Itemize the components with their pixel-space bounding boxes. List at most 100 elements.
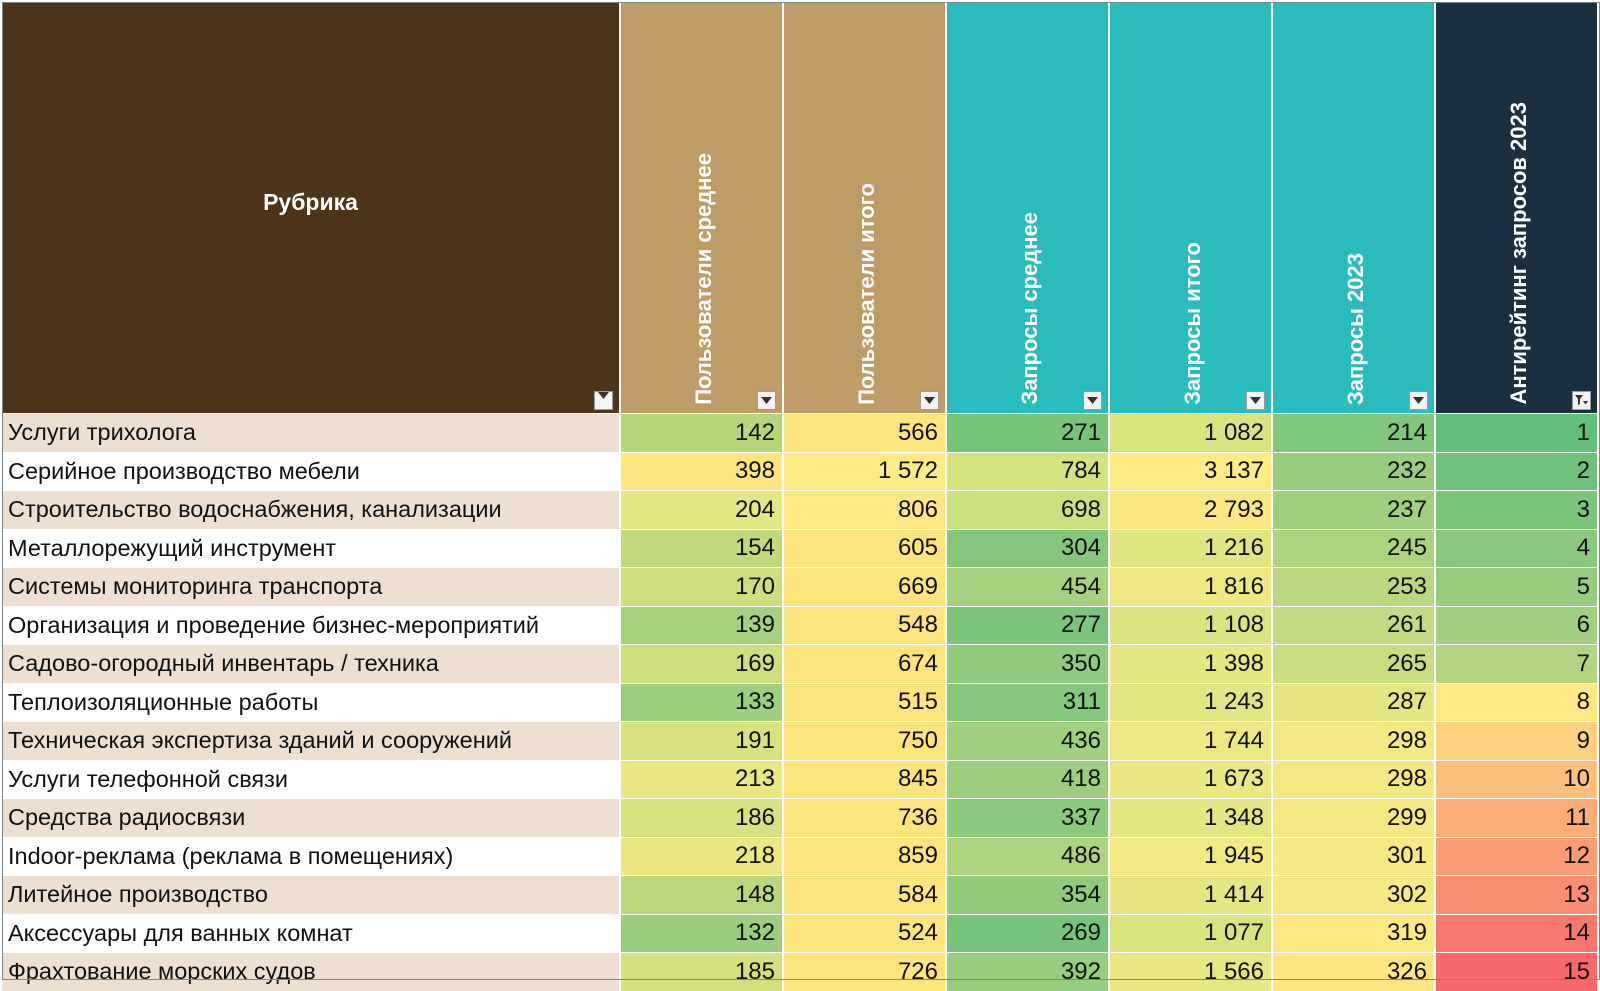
value-cell[interactable]: 2 [1435,451,1599,491]
filter-dropdown-button[interactable] [594,391,613,410]
value-cell[interactable]: 784 [946,451,1110,491]
value-cell[interactable]: 11 [1435,798,1599,837]
value-cell[interactable]: 548 [783,605,947,645]
value-cell[interactable]: 669 [783,567,947,606]
rubric-cell[interactable]: Средства радиосвязи [2,798,621,837]
value-cell[interactable]: 213 [620,759,784,799]
value-cell[interactable]: 154 [620,528,784,568]
value-cell[interactable]: 6 [1435,605,1599,645]
value-cell[interactable]: 1 572 [783,451,947,491]
value-cell[interactable]: 185 [620,952,784,991]
value-cell[interactable]: 1 398 [1109,644,1273,683]
value-cell[interactable]: 204 [620,490,784,529]
value-cell[interactable]: 1 348 [1109,798,1273,837]
rubric-cell[interactable]: Организация и проведение бизнес-мероприя… [2,605,621,645]
value-cell[interactable]: 214 [1272,413,1436,452]
value-cell[interactable]: 5 [1435,567,1599,606]
value-cell[interactable]: 3 [1435,490,1599,529]
value-cell[interactable]: 3 137 [1109,451,1273,491]
value-cell[interactable]: 750 [783,721,947,760]
value-cell[interactable]: 169 [620,644,784,683]
value-cell[interactable]: 245 [1272,528,1436,568]
value-cell[interactable]: 1 744 [1109,721,1273,760]
value-cell[interactable]: 12 [1435,836,1599,876]
filter-dropdown-button[interactable] [1083,391,1102,410]
value-cell[interactable]: 142 [620,413,784,452]
value-cell[interactable]: 265 [1272,644,1436,683]
value-cell[interactable]: 566 [783,413,947,452]
rubric-cell[interactable]: Indoor-реклама (реклама в помещениях) [2,836,621,876]
rubric-cell[interactable]: Теплоизоляционные работы [2,682,621,722]
value-cell[interactable]: 605 [783,528,947,568]
value-cell[interactable]: 524 [783,913,947,953]
value-cell[interactable]: 398 [620,451,784,491]
value-cell[interactable]: 1 [1435,413,1599,452]
value-cell[interactable]: 237 [1272,490,1436,529]
value-cell[interactable]: 311 [946,682,1110,722]
value-cell[interactable]: 1 414 [1109,875,1273,914]
value-cell[interactable]: 186 [620,798,784,837]
value-cell[interactable]: 584 [783,875,947,914]
value-cell[interactable]: 436 [946,721,1110,760]
value-cell[interactable]: 15 [1435,952,1599,991]
value-cell[interactable]: 133 [620,682,784,722]
rubric-cell[interactable]: Аксессуары для ванных комнат [2,913,621,953]
value-cell[interactable]: 8 [1435,682,1599,722]
value-cell[interactable]: 859 [783,836,947,876]
value-cell[interactable]: 14 [1435,913,1599,953]
value-cell[interactable]: 299 [1272,798,1436,837]
value-cell[interactable]: 287 [1272,682,1436,722]
rubric-cell[interactable]: Системы мониторинга транспорта [2,567,621,606]
value-cell[interactable]: 232 [1272,451,1436,491]
rubric-cell[interactable]: Литейное производство [2,875,621,914]
value-cell[interactable]: 2 793 [1109,490,1273,529]
value-cell[interactable]: 674 [783,644,947,683]
value-cell[interactable]: 326 [1272,952,1436,991]
value-cell[interactable]: 726 [783,952,947,991]
value-cell[interactable]: 132 [620,913,784,953]
value-cell[interactable]: 845 [783,759,947,799]
value-cell[interactable]: 515 [783,682,947,722]
value-cell[interactable]: 1 082 [1109,413,1273,452]
value-cell[interactable]: 277 [946,605,1110,645]
value-cell[interactable]: 354 [946,875,1110,914]
filter-dropdown-button[interactable] [1409,391,1428,410]
value-cell[interactable]: 7 [1435,644,1599,683]
value-cell[interactable]: 1 108 [1109,605,1273,645]
value-cell[interactable]: 148 [620,875,784,914]
value-cell[interactable]: 392 [946,952,1110,991]
value-cell[interactable]: 454 [946,567,1110,606]
value-cell[interactable]: 1 816 [1109,567,1273,606]
value-cell[interactable]: 139 [620,605,784,645]
value-cell[interactable]: 298 [1272,759,1436,799]
rubric-cell[interactable]: Садово-огородный инвентарь / техника [2,644,621,683]
value-cell[interactable]: 253 [1272,567,1436,606]
value-cell[interactable]: 418 [946,759,1110,799]
value-cell[interactable]: 9 [1435,721,1599,760]
value-cell[interactable]: 170 [620,567,784,606]
value-cell[interactable]: 806 [783,490,947,529]
value-cell[interactable]: 4 [1435,528,1599,568]
value-cell[interactable]: 301 [1272,836,1436,876]
value-cell[interactable]: 1 216 [1109,528,1273,568]
value-cell[interactable]: 218 [620,836,784,876]
value-cell[interactable]: 1 945 [1109,836,1273,876]
value-cell[interactable]: 486 [946,836,1110,876]
filter-dropdown-button[interactable] [920,391,939,410]
value-cell[interactable]: 1 077 [1109,913,1273,953]
value-cell[interactable]: 298 [1272,721,1436,760]
value-cell[interactable]: 191 [620,721,784,760]
rubric-cell[interactable]: Строительство водоснабжения, канализации [2,490,621,529]
filter-dropdown-button[interactable] [757,391,776,410]
value-cell[interactable]: 1 566 [1109,952,1273,991]
value-cell[interactable]: 736 [783,798,947,837]
value-cell[interactable]: 302 [1272,875,1436,914]
value-cell[interactable]: 271 [946,413,1110,452]
value-cell[interactable]: 350 [946,644,1110,683]
value-cell[interactable]: 269 [946,913,1110,953]
value-cell[interactable]: 13 [1435,875,1599,914]
value-cell[interactable]: 10 [1435,759,1599,799]
value-cell[interactable]: 698 [946,490,1110,529]
value-cell[interactable]: 1 673 [1109,759,1273,799]
value-cell[interactable]: 337 [946,798,1110,837]
